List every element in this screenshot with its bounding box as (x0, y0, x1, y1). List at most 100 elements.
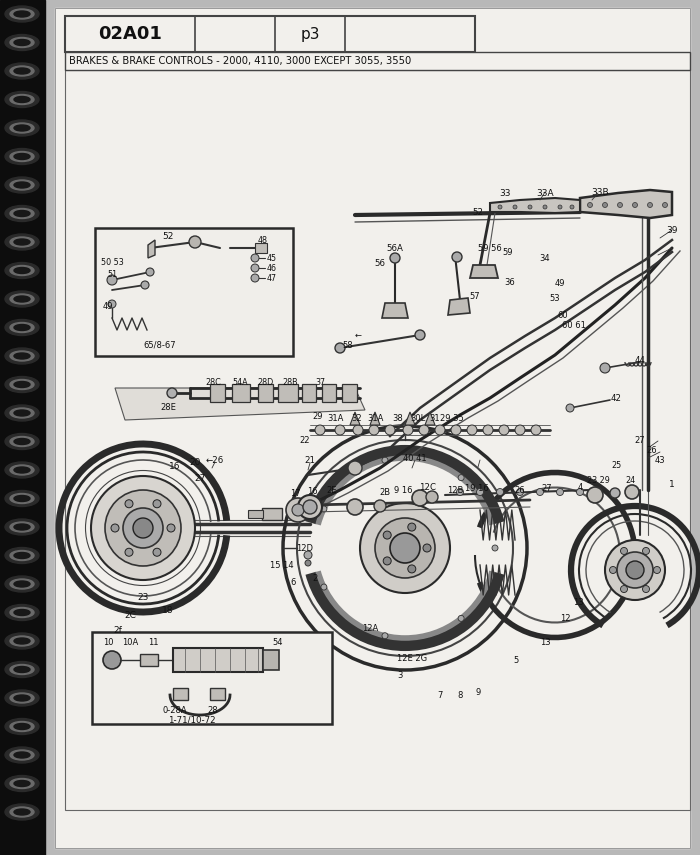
Bar (173, 648, 263, 672)
Circle shape (643, 586, 650, 593)
Circle shape (435, 425, 445, 435)
Circle shape (369, 425, 379, 435)
Text: 19 16: 19 16 (465, 483, 489, 492)
Bar (65, 16, 475, 52)
Circle shape (125, 500, 133, 508)
Circle shape (558, 205, 562, 209)
Circle shape (108, 300, 116, 308)
Ellipse shape (5, 120, 39, 136)
Circle shape (298, 495, 322, 519)
Bar (262, 508, 282, 520)
Ellipse shape (5, 291, 39, 307)
Polygon shape (470, 265, 498, 278)
Text: 45: 45 (267, 253, 277, 262)
Ellipse shape (5, 433, 39, 450)
Text: 27: 27 (542, 483, 552, 492)
Circle shape (617, 203, 622, 208)
Circle shape (610, 567, 617, 574)
Text: ←: ← (354, 331, 361, 339)
Text: 28: 28 (208, 705, 218, 715)
Ellipse shape (14, 723, 30, 729)
Bar (95, 228, 293, 356)
Polygon shape (148, 240, 155, 258)
Circle shape (426, 491, 438, 503)
Ellipse shape (14, 68, 30, 74)
Ellipse shape (14, 268, 30, 274)
Text: 57: 57 (470, 292, 480, 300)
Ellipse shape (14, 125, 30, 131)
Circle shape (543, 205, 547, 209)
Ellipse shape (14, 439, 30, 445)
Polygon shape (350, 412, 360, 425)
Text: 10A: 10A (122, 638, 138, 646)
Ellipse shape (10, 664, 34, 675)
Text: 60: 60 (558, 310, 568, 320)
Ellipse shape (5, 718, 39, 734)
Circle shape (499, 425, 509, 435)
Text: 4: 4 (578, 482, 582, 492)
Ellipse shape (14, 752, 30, 758)
Ellipse shape (5, 205, 39, 221)
Text: 13: 13 (573, 598, 583, 606)
Ellipse shape (14, 410, 30, 416)
Circle shape (451, 425, 461, 435)
Circle shape (626, 561, 644, 579)
Text: 15 14: 15 14 (270, 561, 294, 569)
Ellipse shape (14, 97, 30, 103)
Circle shape (189, 236, 201, 248)
Ellipse shape (5, 633, 39, 649)
Text: 27: 27 (195, 474, 206, 482)
Text: 37: 37 (315, 378, 325, 386)
Circle shape (415, 330, 425, 340)
Bar (0, 0, 45, 855)
Ellipse shape (10, 180, 34, 190)
Ellipse shape (10, 380, 34, 390)
Ellipse shape (14, 325, 30, 331)
Circle shape (620, 547, 627, 554)
Ellipse shape (10, 750, 34, 760)
Text: 58: 58 (343, 340, 354, 350)
Text: 65/8-67: 65/8-67 (144, 340, 176, 350)
Circle shape (408, 523, 416, 531)
Bar (322, 384, 336, 402)
Circle shape (496, 488, 503, 496)
Ellipse shape (10, 237, 34, 247)
Text: 40 41: 40 41 (403, 453, 427, 463)
Ellipse shape (10, 608, 34, 617)
Ellipse shape (10, 636, 34, 646)
Circle shape (648, 203, 652, 208)
Circle shape (515, 425, 525, 435)
Ellipse shape (5, 63, 39, 79)
Circle shape (360, 503, 450, 593)
Ellipse shape (14, 210, 30, 216)
Circle shape (348, 461, 362, 475)
Text: 48: 48 (258, 235, 268, 245)
Text: 7: 7 (438, 691, 442, 699)
Ellipse shape (10, 38, 34, 48)
Text: 2f: 2f (113, 626, 122, 634)
Text: 16: 16 (169, 462, 181, 470)
Text: 02A01: 02A01 (98, 25, 162, 43)
Text: 53: 53 (550, 293, 560, 303)
Text: 9: 9 (475, 687, 481, 697)
Circle shape (347, 499, 363, 515)
Text: 39: 39 (666, 226, 678, 234)
Ellipse shape (5, 320, 39, 335)
Ellipse shape (5, 405, 39, 421)
Circle shape (315, 425, 325, 435)
Circle shape (566, 404, 574, 412)
Ellipse shape (10, 493, 34, 504)
Text: p3: p3 (300, 27, 320, 42)
Ellipse shape (10, 522, 34, 532)
Polygon shape (115, 388, 365, 420)
Circle shape (605, 540, 665, 600)
Ellipse shape (10, 779, 34, 788)
Ellipse shape (10, 9, 34, 19)
Ellipse shape (10, 579, 34, 589)
Circle shape (153, 500, 161, 508)
Circle shape (111, 524, 119, 532)
Text: 34: 34 (540, 253, 550, 262)
Bar (248, 510, 263, 518)
Text: 60 61: 60 61 (562, 321, 586, 329)
Ellipse shape (5, 804, 39, 820)
